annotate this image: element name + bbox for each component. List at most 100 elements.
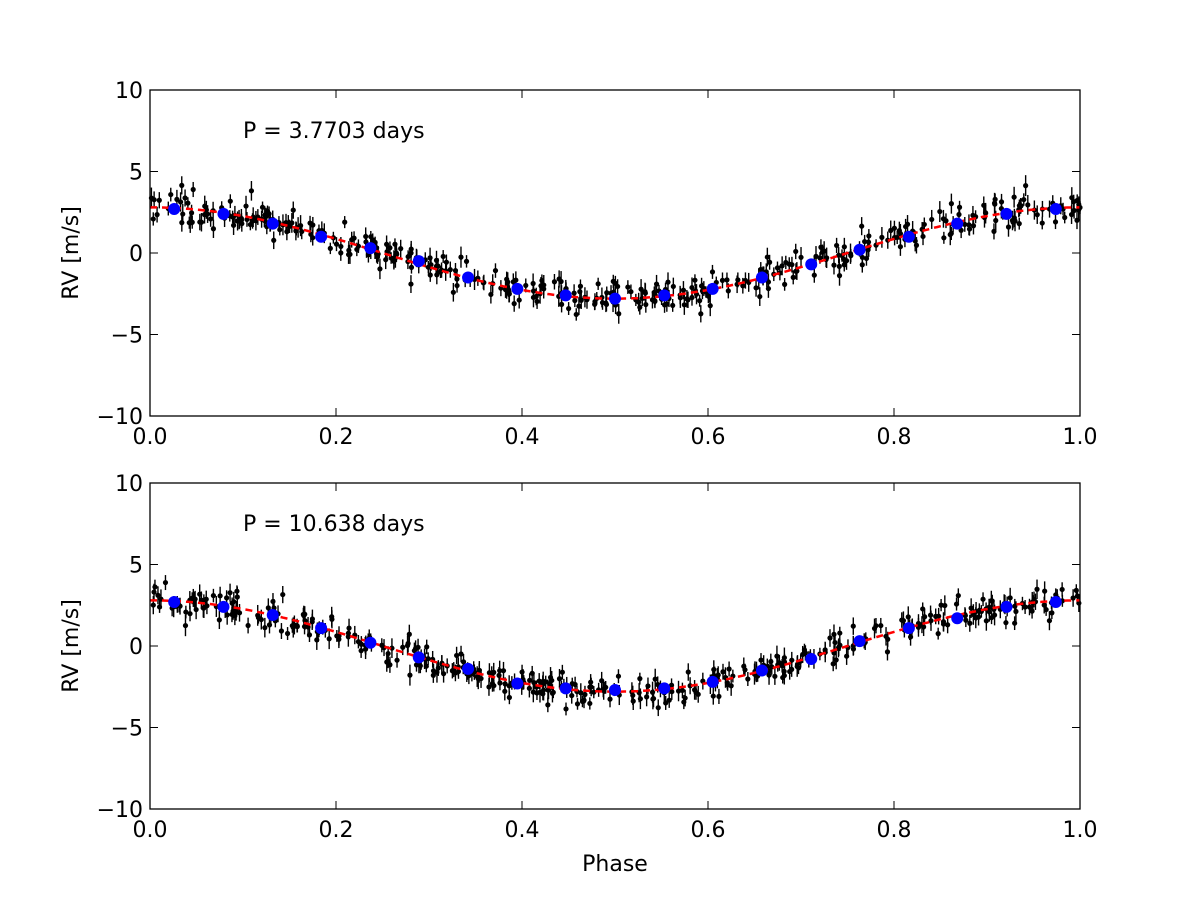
rv-point	[405, 254, 411, 260]
panel-2-period-annotation: P = 10.638 days	[243, 512, 425, 537]
rv-point	[1005, 224, 1012, 230]
rv-point	[151, 197, 157, 203]
rv-point	[675, 688, 682, 694]
rv-point	[685, 669, 691, 675]
rv-point	[447, 267, 453, 273]
rv-point	[726, 666, 732, 672]
rv-point	[229, 600, 235, 606]
panel-1: 0.0 0.2 0.4 0.6 0.8 1.0 10 5 0 −5 −10 RV…	[59, 79, 1098, 450]
rv-point	[541, 282, 547, 288]
rv-point	[1071, 199, 1077, 205]
rv-point	[844, 653, 850, 659]
rv-point	[346, 247, 352, 253]
y-tick-label: 5	[129, 554, 143, 579]
rv-point	[550, 689, 556, 695]
rv-point	[345, 630, 352, 636]
rv-point	[506, 291, 512, 297]
rv-point	[1070, 595, 1076, 601]
binned-point	[706, 282, 719, 295]
x-tick-label: 0.6	[691, 818, 726, 843]
rv-point	[534, 298, 540, 305]
binned-point	[511, 677, 524, 690]
rv-point	[156, 197, 162, 203]
rv-point	[201, 605, 207, 611]
rv-point	[549, 677, 555, 684]
rv-point	[817, 255, 823, 261]
panel-2: 0.0 0.2 0.4 0.6 0.8 1.0 10 5 0 −5 −10 RV…	[59, 472, 1098, 877]
rv-point	[697, 298, 703, 304]
binned-point	[658, 289, 671, 302]
rv-point	[935, 631, 941, 637]
rv-point	[333, 241, 340, 247]
rv-point	[526, 685, 532, 691]
binned-point	[364, 636, 377, 649]
binned-point	[902, 622, 915, 635]
binned-point	[805, 653, 818, 666]
rv-point	[905, 614, 911, 620]
rv-point	[572, 297, 578, 304]
rv-point	[383, 257, 389, 263]
x-tick-label: 0.6	[691, 425, 726, 450]
rv-point	[921, 624, 927, 630]
binned-point	[364, 242, 377, 255]
rv-point	[229, 611, 235, 617]
rv-point	[782, 281, 788, 287]
rv-point	[831, 631, 837, 637]
rv-point	[655, 705, 661, 711]
panel-1-data	[148, 175, 1083, 324]
rv-point	[217, 593, 223, 599]
rv-point	[500, 668, 507, 674]
rv-point	[841, 244, 847, 250]
rv-point	[573, 311, 579, 318]
rv-point	[980, 596, 986, 602]
rv-point	[891, 225, 898, 231]
rv-point	[968, 605, 974, 611]
x-tick-label: 1.0	[1063, 425, 1098, 450]
rv-point	[669, 689, 675, 695]
rv-point	[591, 689, 597, 695]
rv-point	[571, 290, 577, 296]
rv-point	[794, 268, 800, 274]
rv-point	[1012, 620, 1018, 626]
rv-point	[458, 254, 464, 260]
binned-point	[217, 207, 230, 220]
rv-point	[510, 279, 516, 285]
rv-point	[351, 235, 357, 241]
rv-point	[920, 233, 926, 240]
rv-point	[425, 264, 431, 270]
rv-point	[558, 278, 564, 285]
rv-point	[1009, 217, 1016, 224]
rv-point	[545, 687, 552, 693]
binned-point	[168, 595, 181, 608]
rv-point	[1074, 593, 1081, 599]
rv-point	[587, 684, 593, 690]
rv-point	[757, 293, 763, 300]
rv-point	[832, 639, 838, 646]
rv-point	[664, 301, 670, 307]
x-tick-label: 0.0	[133, 818, 168, 843]
rv-point	[578, 297, 584, 303]
rv-point	[179, 220, 185, 226]
rv-point	[616, 311, 622, 317]
rv-point	[265, 605, 271, 611]
rv-point	[710, 693, 716, 699]
rv-point	[545, 702, 551, 708]
rv-point	[962, 221, 968, 228]
rv-point	[458, 651, 464, 657]
rv-point	[152, 584, 158, 590]
rv-point	[745, 676, 751, 682]
rv-point	[491, 669, 497, 675]
rv-point	[502, 688, 508, 694]
binned-point	[412, 651, 425, 664]
rv-point	[652, 298, 658, 304]
rv-point	[753, 285, 759, 291]
binned-point	[266, 217, 279, 230]
rv-point	[774, 265, 781, 271]
rv-point	[827, 635, 833, 641]
binned-point	[755, 271, 768, 284]
rv-point	[628, 289, 634, 295]
binned-point	[315, 622, 328, 635]
rv-point	[408, 281, 414, 287]
rv-point	[719, 277, 726, 283]
rv-point	[689, 284, 695, 291]
